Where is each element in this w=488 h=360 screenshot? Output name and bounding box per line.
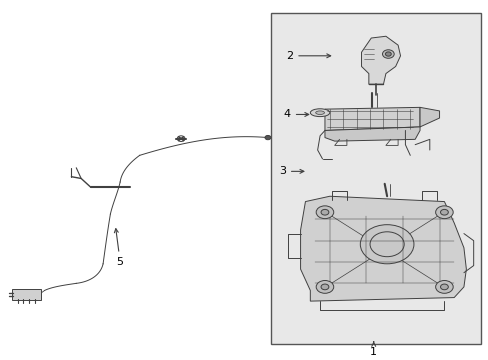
- FancyBboxPatch shape: [271, 13, 480, 344]
- Text: 5: 5: [114, 229, 123, 267]
- Circle shape: [382, 50, 393, 58]
- Text: 1: 1: [369, 342, 376, 357]
- Polygon shape: [419, 107, 439, 127]
- Text: 2: 2: [285, 51, 330, 61]
- Polygon shape: [361, 36, 400, 84]
- Circle shape: [440, 210, 447, 215]
- Polygon shape: [325, 127, 419, 141]
- Circle shape: [435, 280, 452, 293]
- Text: 4: 4: [283, 109, 308, 120]
- Circle shape: [316, 206, 333, 219]
- Circle shape: [385, 52, 390, 56]
- Polygon shape: [300, 196, 466, 301]
- Ellipse shape: [310, 109, 329, 117]
- FancyBboxPatch shape: [12, 289, 41, 300]
- Polygon shape: [325, 107, 419, 130]
- Ellipse shape: [315, 111, 324, 114]
- Circle shape: [316, 280, 333, 293]
- Circle shape: [360, 225, 413, 264]
- Circle shape: [435, 206, 452, 219]
- Circle shape: [264, 135, 270, 140]
- Text: 3: 3: [278, 166, 303, 176]
- Circle shape: [440, 284, 447, 290]
- Circle shape: [321, 210, 328, 215]
- Circle shape: [321, 284, 328, 290]
